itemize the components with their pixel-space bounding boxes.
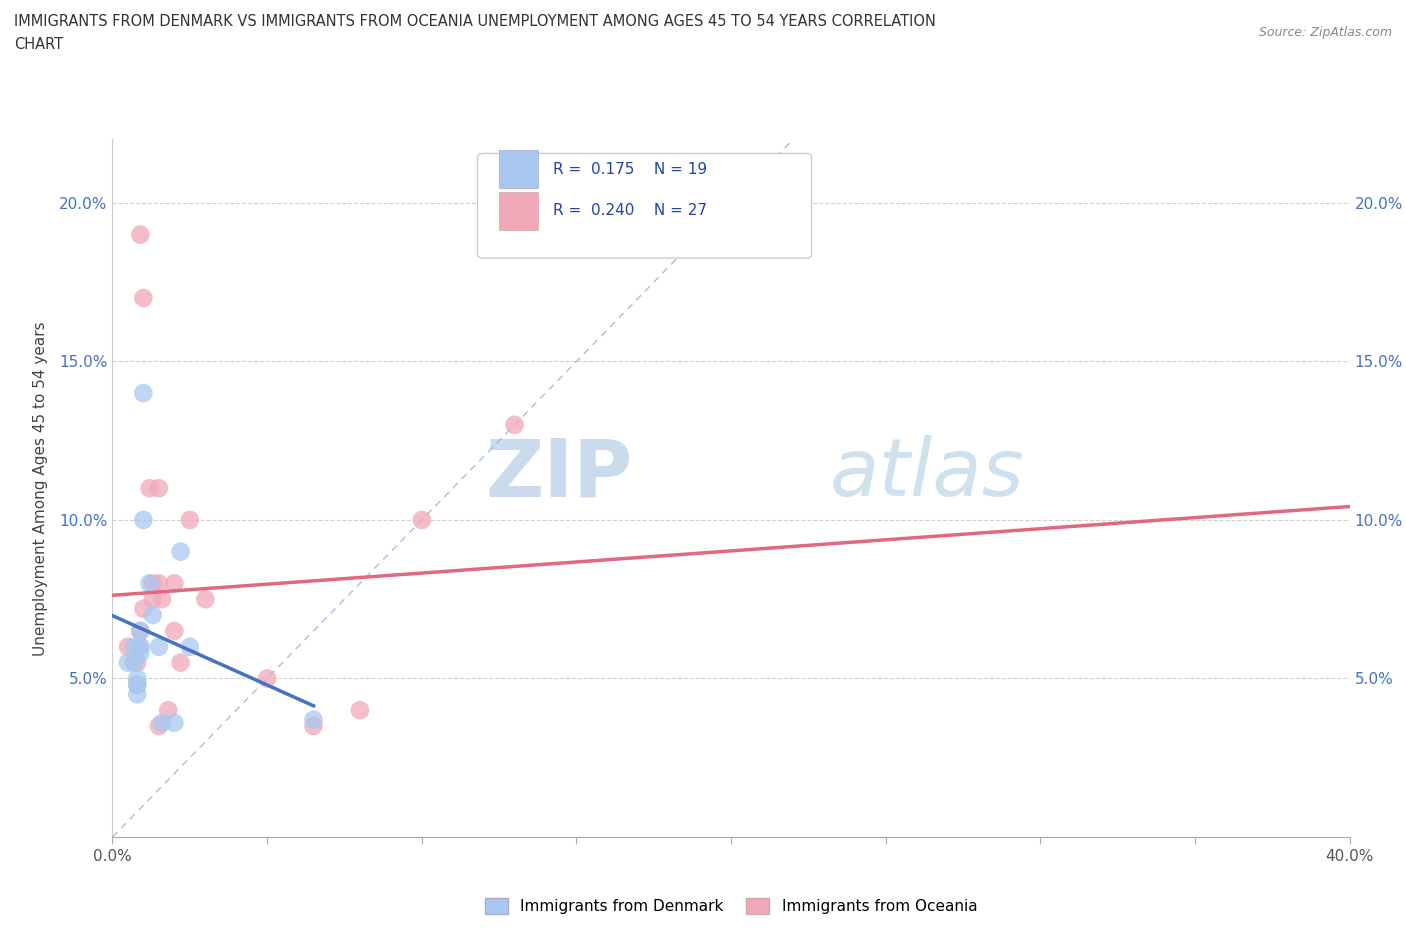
- Point: [302, 712, 325, 727]
- Point: [129, 639, 152, 654]
- Point: [127, 687, 149, 702]
- Point: [411, 512, 433, 527]
- Point: [157, 703, 180, 718]
- Point: [163, 715, 186, 730]
- Point: [503, 418, 526, 432]
- Point: [148, 576, 170, 591]
- Point: [127, 677, 149, 692]
- FancyBboxPatch shape: [478, 153, 811, 259]
- Point: [142, 591, 165, 606]
- Text: R =  0.175    N = 19: R = 0.175 N = 19: [553, 162, 707, 177]
- Point: [132, 602, 155, 617]
- Text: IMMIGRANTS FROM DENMARK VS IMMIGRANTS FROM OCEANIA UNEMPLOYMENT AMONG AGES 45 TO: IMMIGRANTS FROM DENMARK VS IMMIGRANTS FR…: [14, 14, 936, 29]
- Text: CHART: CHART: [14, 37, 63, 52]
- Point: [179, 512, 201, 527]
- Point: [122, 639, 145, 654]
- Point: [148, 719, 170, 734]
- Point: [122, 655, 145, 670]
- Point: [132, 290, 155, 305]
- Point: [129, 639, 152, 654]
- Bar: [499, 150, 538, 189]
- Point: [349, 703, 371, 718]
- Point: [129, 227, 152, 242]
- Point: [194, 591, 217, 606]
- Point: [148, 639, 170, 654]
- Point: [132, 386, 155, 401]
- Point: [132, 512, 155, 527]
- Point: [142, 576, 165, 591]
- Point: [169, 655, 191, 670]
- Point: [127, 655, 149, 670]
- Point: [148, 481, 170, 496]
- Text: atlas: atlas: [830, 435, 1025, 513]
- Point: [138, 576, 160, 591]
- Point: [179, 639, 201, 654]
- Point: [138, 481, 160, 496]
- Text: R =  0.240    N = 27: R = 0.240 N = 27: [553, 204, 707, 219]
- Point: [142, 607, 165, 622]
- Y-axis label: Unemployment Among Ages 45 to 54 years: Unemployment Among Ages 45 to 54 years: [34, 321, 48, 656]
- Point: [302, 719, 325, 734]
- Text: ZIP: ZIP: [485, 435, 633, 513]
- Point: [129, 645, 152, 660]
- Point: [163, 576, 186, 591]
- Point: [117, 655, 139, 670]
- Point: [163, 623, 186, 638]
- Point: [150, 715, 173, 730]
- Legend: Immigrants from Denmark, Immigrants from Oceania: Immigrants from Denmark, Immigrants from…: [479, 892, 983, 920]
- Point: [117, 639, 139, 654]
- Point: [150, 591, 173, 606]
- Bar: [499, 192, 538, 231]
- Point: [129, 623, 152, 638]
- Point: [122, 655, 145, 670]
- Text: Source: ZipAtlas.com: Source: ZipAtlas.com: [1258, 26, 1392, 39]
- Point: [129, 623, 152, 638]
- Point: [256, 671, 278, 686]
- Point: [169, 544, 191, 559]
- Point: [127, 677, 149, 692]
- Point: [127, 671, 149, 686]
